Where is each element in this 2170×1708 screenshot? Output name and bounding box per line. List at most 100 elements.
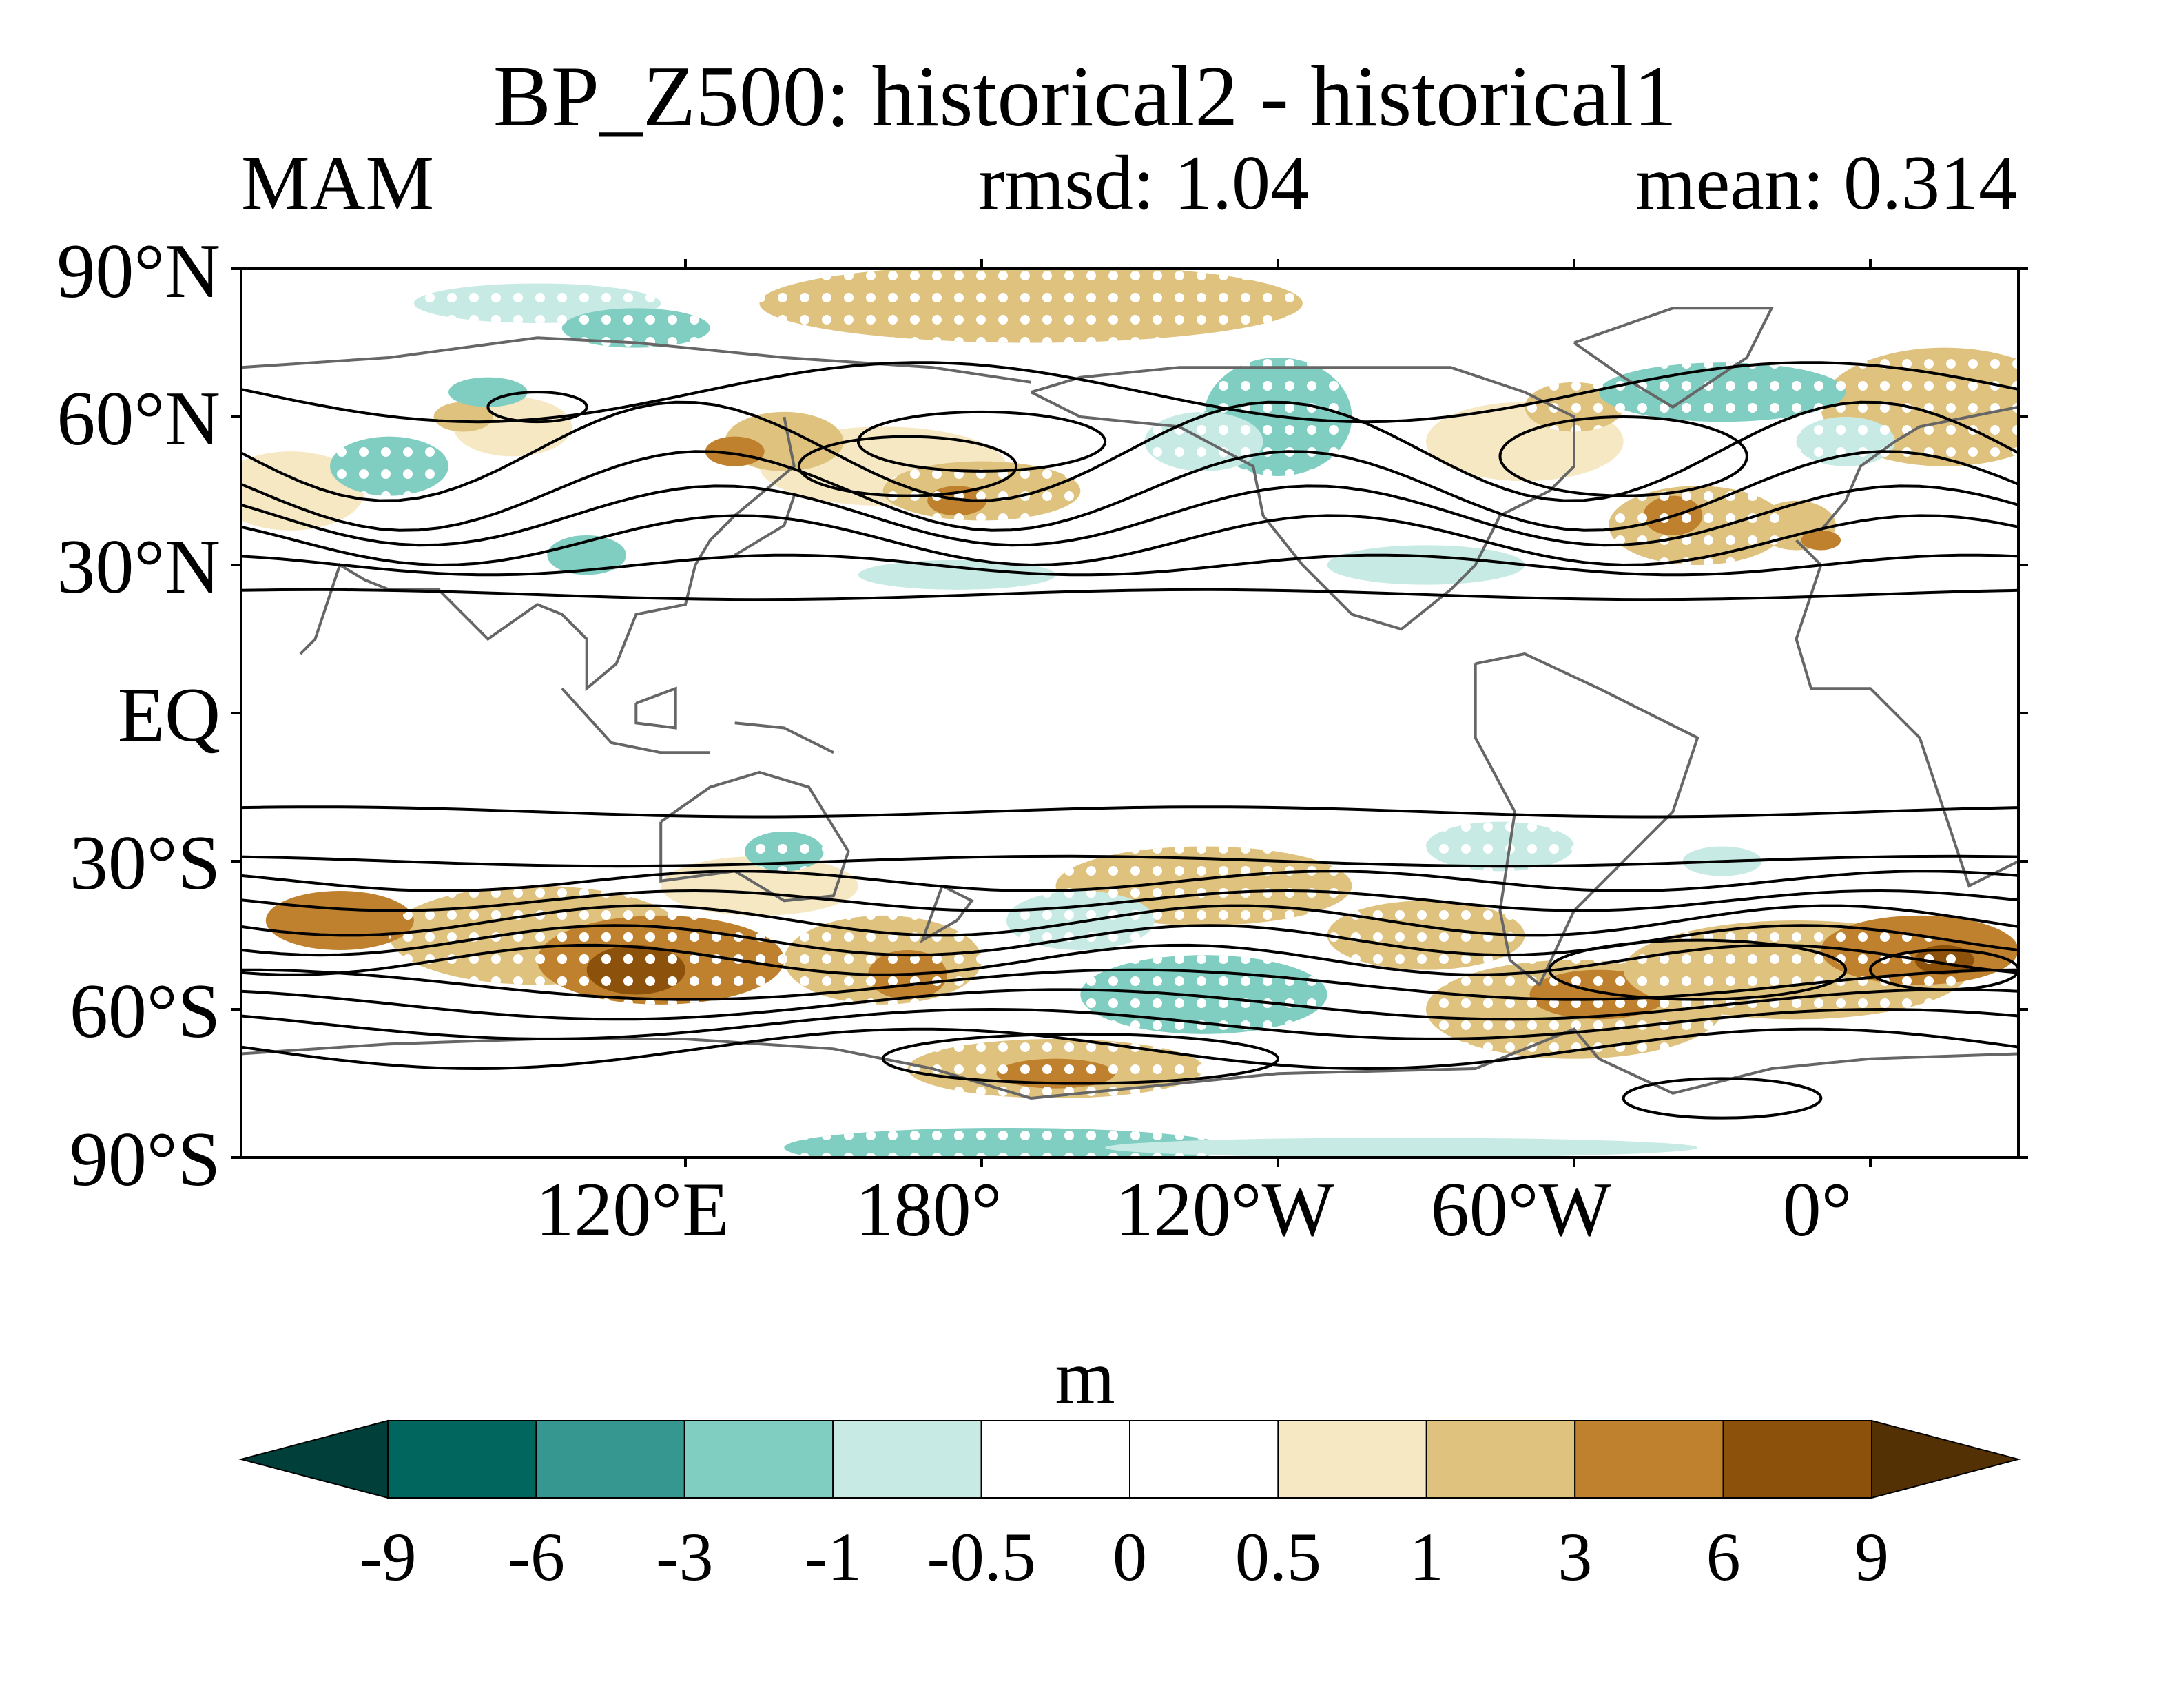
anomaly-region <box>1327 545 1525 585</box>
coastline-segment <box>1795 539 2018 888</box>
lon-label-120e: 120°E <box>535 1167 730 1253</box>
lon-label-60w: 60°W <box>1430 1167 1612 1253</box>
stipple-region <box>537 915 785 1005</box>
colorbar-box <box>1277 1420 1427 1499</box>
lon-label-120w: 120°W <box>1115 1167 1335 1253</box>
contour-line-sh <box>241 889 2018 912</box>
coastline-segment <box>634 686 677 730</box>
colorbar-box <box>387 1420 537 1499</box>
coastline-segment <box>920 885 974 944</box>
anomaly-region <box>448 377 528 407</box>
anomaly-region <box>858 559 1056 590</box>
contour-line-nh <box>241 588 2018 601</box>
contour-line-sh <box>241 904 2018 937</box>
colorbar <box>238 1419 2021 1499</box>
stipple-region <box>330 436 448 496</box>
contour-line-nh <box>241 400 2018 502</box>
contour-closed <box>1869 949 2018 991</box>
stipple-region <box>561 308 710 348</box>
contour-line-nh <box>241 450 2018 532</box>
colorbar-level-label: 3 <box>1558 1519 1593 1595</box>
contour-line-sh <box>241 870 2018 893</box>
colorbar-box <box>1129 1420 1279 1499</box>
lat-label-30n: 30°N <box>56 524 220 610</box>
anomaly-region <box>1105 1138 1698 1157</box>
contour-line-nh <box>241 553 2018 577</box>
climatology-contours <box>241 361 2018 1120</box>
stipple-region <box>907 1039 1204 1098</box>
stipple-region <box>1426 821 1574 872</box>
colorbar-level-label: -3 <box>656 1519 714 1595</box>
rmsd-label: rmsd: 1.04 <box>978 141 1309 226</box>
contour-closed <box>797 435 1018 497</box>
colorbar-level-label: -1 <box>804 1519 862 1595</box>
lat-label-60s: 60°S <box>69 969 220 1054</box>
coastline-segment <box>241 1027 2018 1100</box>
contour-line-sh <box>241 924 2018 957</box>
colorbar-box <box>980 1420 1130 1499</box>
contour-line-sh <box>241 968 2018 1001</box>
colorbar-level-label: -9 <box>359 1519 417 1595</box>
contour-line-sh <box>241 1007 2018 1040</box>
coastline-segment <box>2017 858 2018 861</box>
lat-label-90n: 90°N <box>56 229 220 314</box>
lat-label-eq: EQ <box>117 672 220 758</box>
contour-line-sh <box>241 1027 2018 1071</box>
contour-line-sh <box>241 854 2018 868</box>
stipple-region <box>1796 417 1895 466</box>
contour-line-nh <box>241 484 2018 547</box>
contour-line-nh <box>241 514 2018 567</box>
contour-closed <box>1622 1077 1823 1120</box>
colorbar-level-label: -6 <box>507 1519 566 1595</box>
lon-label-180: 180° <box>855 1167 1002 1253</box>
coastline-segment <box>734 495 796 557</box>
lat-label-30s: 30°S <box>69 821 220 906</box>
stipple-region <box>784 915 982 1005</box>
colorbar-level-label: 9 <box>1854 1519 1889 1595</box>
colorbar-box <box>1722 1420 1873 1499</box>
stipple-region <box>882 461 1081 521</box>
coastline-segment <box>734 721 834 754</box>
coastline-segment <box>561 687 710 754</box>
anomaly-region <box>705 436 765 466</box>
stipple-region <box>1609 486 1787 566</box>
axis-ticks <box>231 259 2028 1167</box>
colorbar-units: m <box>1055 1335 1115 1420</box>
colorbar-level-label: 6 <box>1706 1519 1741 1595</box>
coastline-segment <box>241 336 1031 384</box>
coastline-segment <box>1030 366 1575 631</box>
contour-line-nh <box>241 361 2018 424</box>
colorbar-level-label: -0.5 <box>927 1519 1036 1595</box>
anomaly-region <box>433 402 493 432</box>
season-label: MAM <box>241 141 435 226</box>
anomaly-region <box>1801 530 1841 551</box>
colorbar-box <box>1574 1420 1724 1499</box>
contour-closed <box>881 1032 1280 1085</box>
stipple-region <box>1006 891 1155 950</box>
contour-closed <box>856 410 1107 473</box>
colorbar-max-arrow <box>1871 1419 2021 1499</box>
contour-closed <box>1548 938 1848 1001</box>
colorbar-box <box>832 1420 982 1499</box>
stipple-region <box>1525 382 1624 432</box>
colorbar-box <box>1425 1420 1576 1499</box>
mean-label: mean: 0.314 <box>1635 141 2017 226</box>
coastline-segment <box>1573 307 1774 409</box>
colorbar-box <box>683 1420 834 1499</box>
anomaly-field <box>241 269 2018 1157</box>
stipple-region <box>759 269 1303 343</box>
contour-closed <box>486 391 588 424</box>
lat-label-60n: 60°N <box>56 376 220 462</box>
contour-line-sh <box>241 988 2018 1021</box>
contour-closed <box>1498 415 1748 497</box>
coastline-segment <box>659 770 850 903</box>
coastlines <box>241 307 2018 1100</box>
lon-label-0: 0° <box>1782 1167 1852 1253</box>
colorbar-min-arrow <box>238 1419 389 1499</box>
lat-label-90s: 90°S <box>69 1117 220 1202</box>
colorbar-level-label: 1 <box>1409 1519 1444 1595</box>
coastline-segment <box>1819 405 2018 532</box>
colorbar-level-label: 0 <box>1113 1519 1147 1595</box>
colorbar-level-label: 0.5 <box>1234 1519 1321 1595</box>
